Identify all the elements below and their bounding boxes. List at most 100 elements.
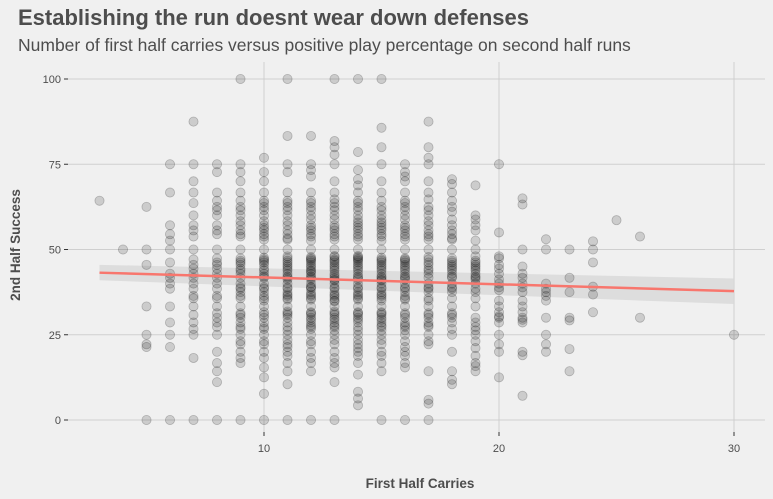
y-axis-title: 2nd Half Success — [8, 189, 23, 301]
data-point — [329, 334, 340, 345]
data-point — [376, 244, 387, 255]
data-point — [329, 314, 340, 325]
data-point — [258, 263, 269, 274]
data-point — [211, 283, 222, 294]
data-point — [446, 255, 457, 266]
data-point — [376, 346, 387, 357]
data-point — [423, 366, 434, 377]
data-point — [305, 259, 316, 270]
data-point — [282, 234, 293, 245]
data-point — [305, 309, 316, 320]
data-point — [376, 255, 387, 266]
data-point — [729, 329, 740, 340]
data-point — [235, 321, 246, 332]
data-point — [235, 187, 246, 198]
data-point — [329, 287, 340, 298]
data-point — [282, 289, 293, 300]
data-point — [235, 278, 246, 289]
data-point — [423, 293, 434, 304]
data-point — [423, 339, 434, 350]
data-point — [352, 229, 363, 240]
data-point — [517, 350, 528, 361]
data-point — [470, 214, 481, 225]
data-point — [376, 325, 387, 336]
data-point — [352, 198, 363, 209]
data-point — [329, 74, 340, 85]
data-point — [352, 268, 363, 279]
data-point — [352, 234, 363, 245]
data-point — [235, 253, 246, 264]
data-point — [470, 336, 481, 347]
data-point — [164, 187, 175, 198]
data-point — [446, 179, 457, 190]
data-point — [470, 358, 481, 369]
data-point — [235, 231, 246, 242]
data-point — [352, 287, 363, 298]
data-point — [376, 142, 387, 153]
data-point — [399, 257, 410, 268]
data-point — [446, 317, 457, 328]
data-point — [352, 231, 363, 242]
data-point — [305, 352, 316, 363]
data-point — [470, 329, 481, 340]
data-point — [282, 187, 293, 198]
data-point — [352, 358, 363, 369]
data-point — [305, 320, 316, 331]
data-point — [141, 259, 152, 270]
data-point — [305, 229, 316, 240]
data-point — [423, 283, 434, 294]
data-point — [376, 317, 387, 328]
data-point — [635, 312, 646, 323]
data-point — [588, 257, 599, 268]
data-point — [211, 358, 222, 369]
data-point — [211, 290, 222, 301]
data-point — [329, 295, 340, 306]
data-point — [399, 220, 410, 231]
data-point — [258, 252, 269, 263]
data-point — [399, 414, 410, 425]
data-point — [211, 210, 222, 221]
data-point — [282, 309, 293, 320]
data-point — [376, 263, 387, 274]
data-point — [352, 301, 363, 312]
data-point — [164, 257, 175, 268]
data-point — [376, 176, 387, 187]
data-point — [258, 195, 269, 206]
data-point — [329, 259, 340, 270]
data-point — [399, 201, 410, 212]
data-point — [188, 317, 199, 328]
data-point — [282, 251, 293, 262]
data-point — [352, 180, 363, 191]
data-point — [258, 257, 269, 268]
data-point — [282, 253, 293, 264]
data-point — [211, 301, 222, 312]
data-point — [329, 362, 340, 373]
data-point — [164, 301, 175, 312]
data-point — [329, 250, 340, 261]
data-point — [211, 259, 222, 270]
data-point — [188, 259, 199, 270]
x-axis-title: First Half Carries — [366, 476, 475, 491]
data-point — [470, 343, 481, 354]
data-point — [470, 259, 481, 270]
data-point — [399, 317, 410, 328]
data-point — [282, 301, 293, 312]
data-point — [399, 321, 410, 332]
data-point — [164, 229, 175, 240]
data-point — [305, 225, 316, 236]
data-point — [446, 201, 457, 212]
data-point — [94, 195, 105, 206]
data-point — [564, 287, 575, 298]
data-point — [470, 361, 481, 372]
data-point — [423, 329, 434, 340]
data-point — [376, 293, 387, 304]
data-point — [541, 295, 552, 306]
data-point — [376, 289, 387, 300]
data-point — [305, 255, 316, 266]
data-point — [235, 414, 246, 425]
data-point — [305, 235, 316, 246]
data-point — [282, 210, 293, 221]
data-point — [141, 339, 152, 350]
data-point — [352, 282, 363, 293]
data-point — [282, 74, 293, 85]
